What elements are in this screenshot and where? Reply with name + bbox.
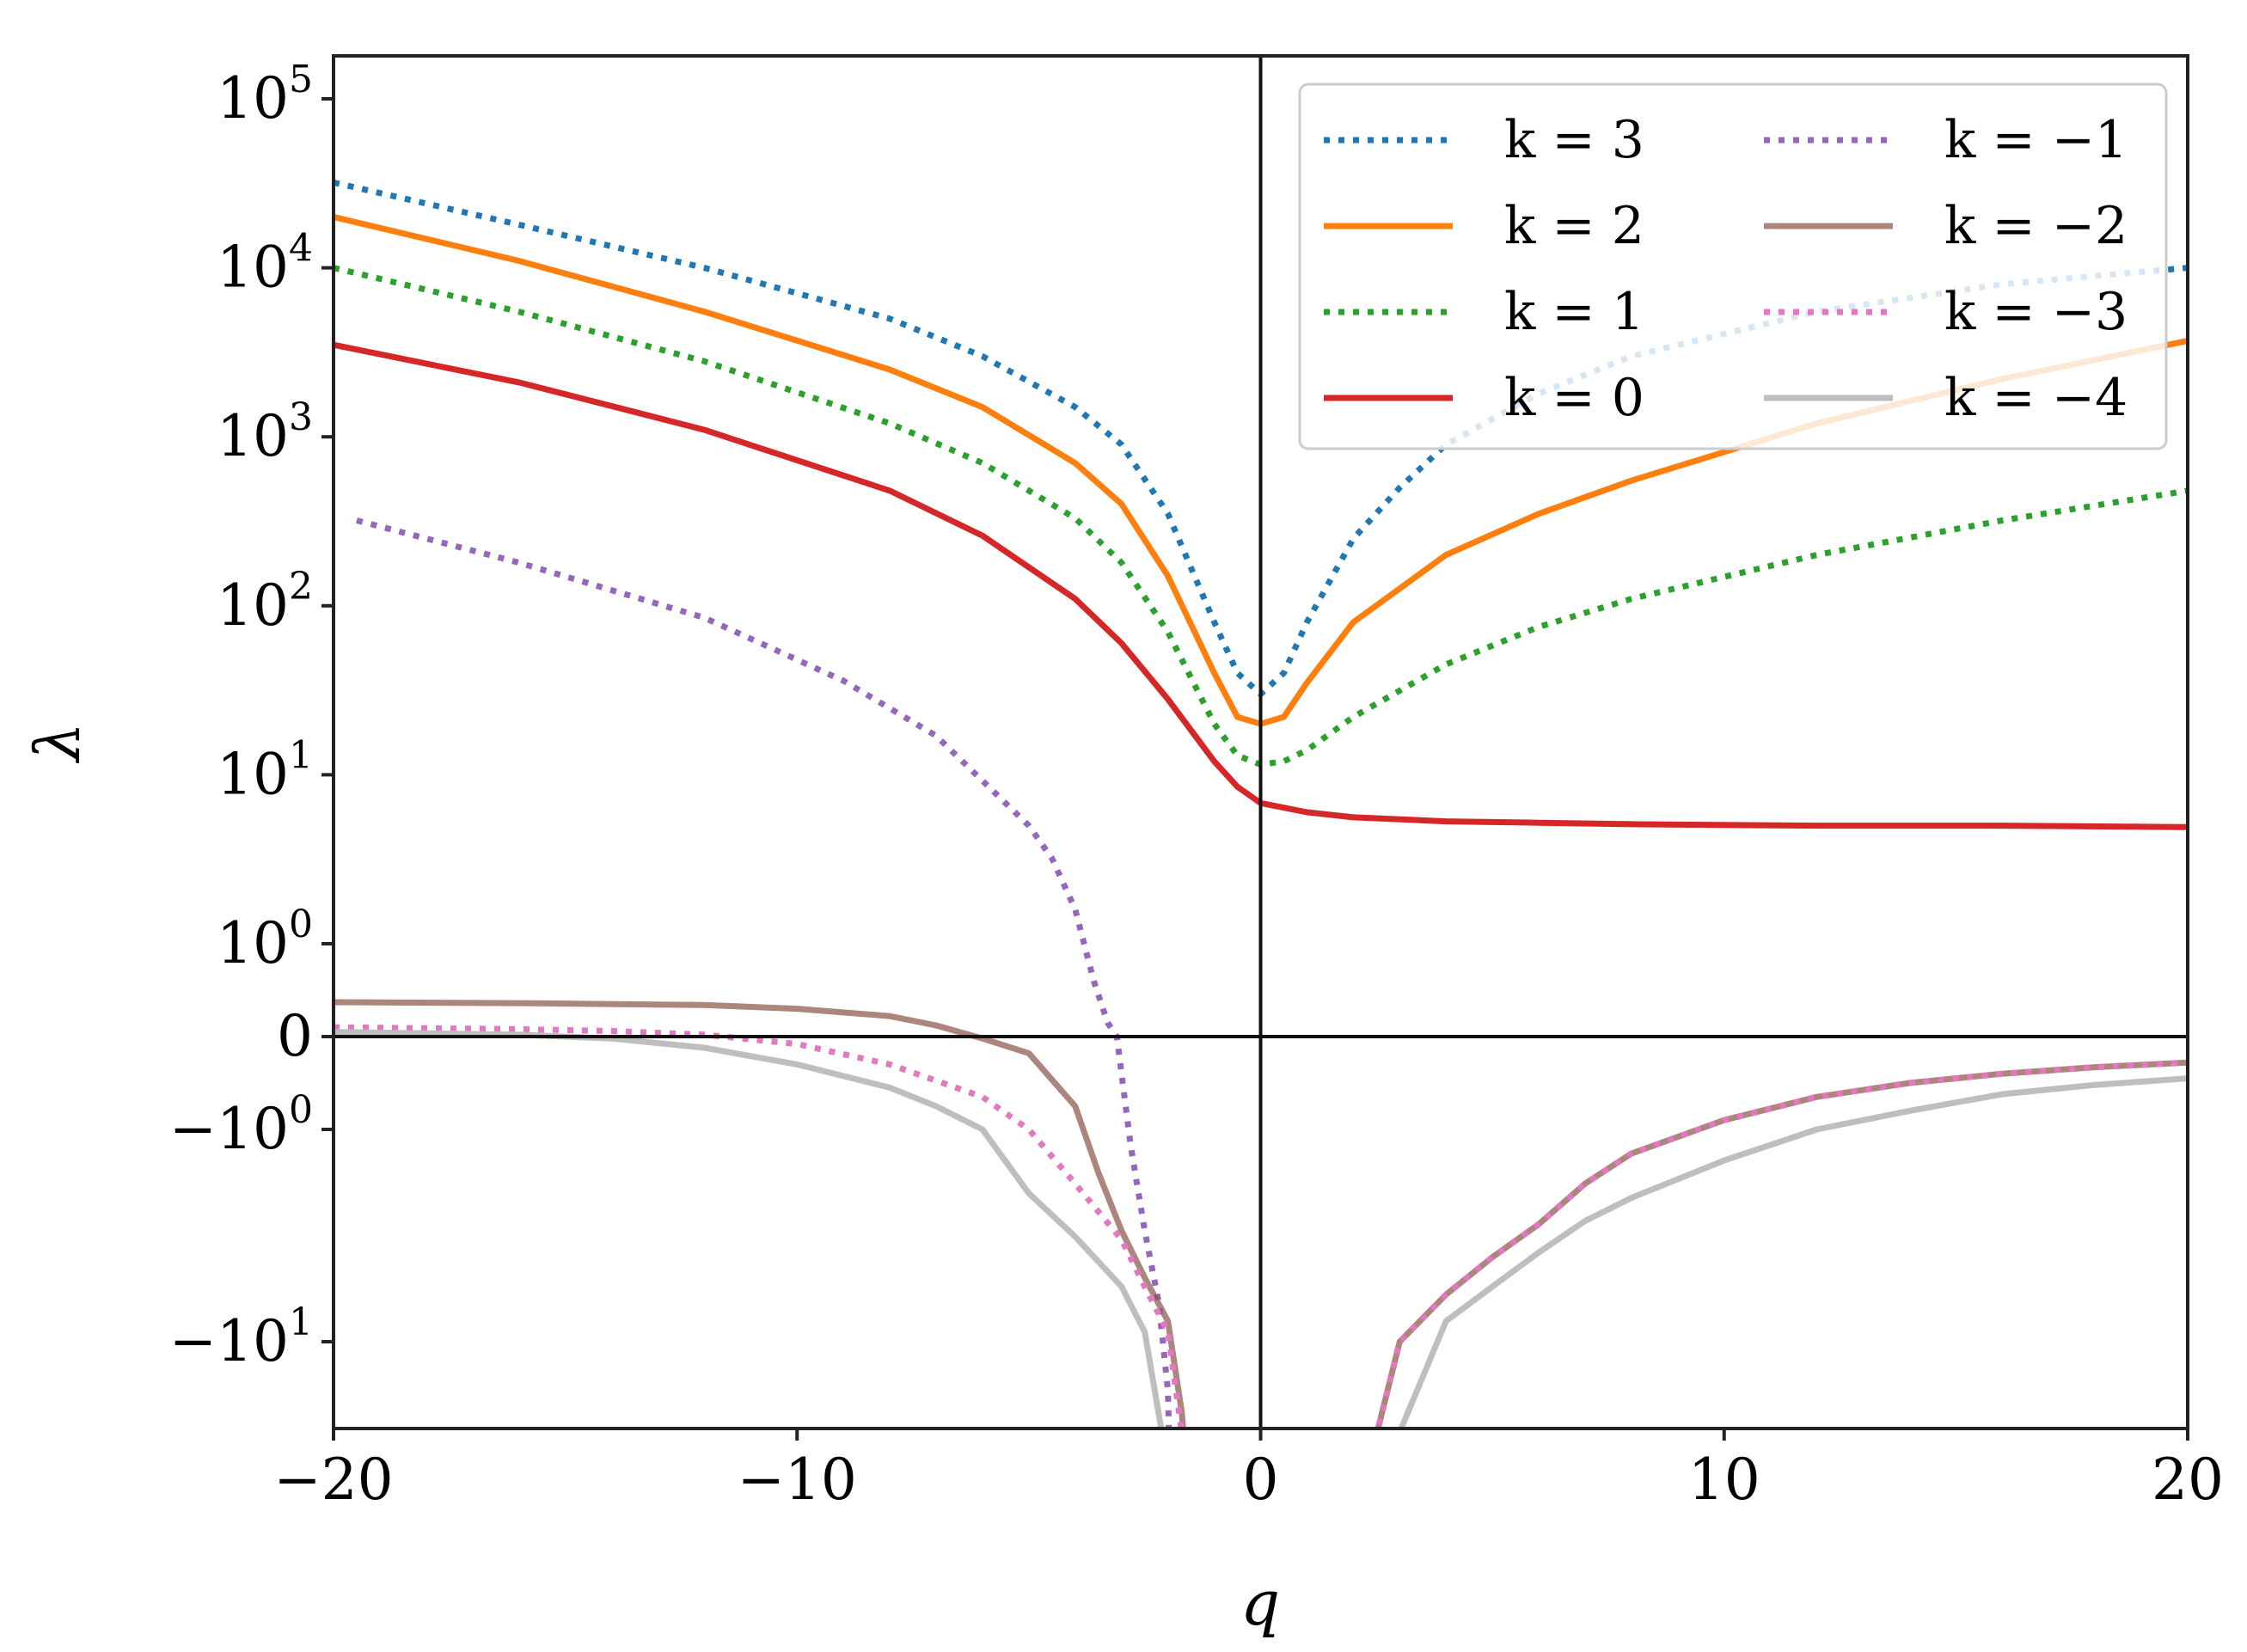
y-axis-label: λ (21, 722, 94, 764)
y-tick-label: 105 (217, 58, 313, 132)
legend-label: k = −3 (1944, 282, 2128, 342)
series-line-1 (334, 213, 2188, 727)
x-tick-label: −10 (738, 1447, 857, 1513)
legend-label: k = 1 (1504, 282, 1644, 342)
x-tick-label: −20 (273, 1447, 393, 1513)
series-line-4 (356, 517, 1172, 1429)
legend-box (1298, 83, 2168, 450)
x-axis: −20 −10 0 10 20 (273, 1429, 2224, 1513)
legend-label: k = −4 (1944, 368, 2128, 428)
legend-label: k = 2 (1504, 196, 1644, 256)
y-tick-label: 101 (217, 733, 313, 807)
series-line-6 (334, 1024, 2188, 1429)
legend-label: k = −1 (1944, 110, 2128, 170)
series-line-3 (334, 341, 2188, 830)
legend: k = 3 k = 2 k = 1 k = 0 k = −1 k = −2 k = −3 k … (1298, 83, 2168, 450)
x-tick-label: 0 (1243, 1447, 1279, 1513)
series-line-2 (334, 265, 2188, 768)
y-tick-label: 0 (277, 1003, 313, 1069)
y-tick-label: 100 (217, 902, 313, 976)
reference-lines (334, 56, 2188, 1429)
y-tick-label: −100 (169, 1088, 313, 1162)
y-tick-label: 103 (217, 395, 313, 469)
legend-label: k = 3 (1504, 110, 1644, 170)
legend-label: k = 0 (1504, 368, 1644, 428)
x-tick-label: 20 (2152, 1447, 2224, 1513)
x-tick-label: 10 (1688, 1447, 1760, 1513)
y-tick-label: 102 (217, 565, 313, 639)
legend-label: k = −2 (1944, 196, 2128, 256)
x-axis-label: q (1240, 1567, 1280, 1639)
y-axis: 105 104 103 102 101 100 0 −100 −101 (169, 58, 334, 1374)
y-tick-label: 104 (217, 227, 313, 301)
series-line-7 (334, 1029, 2188, 1429)
y-tick-label: −101 (169, 1300, 313, 1374)
